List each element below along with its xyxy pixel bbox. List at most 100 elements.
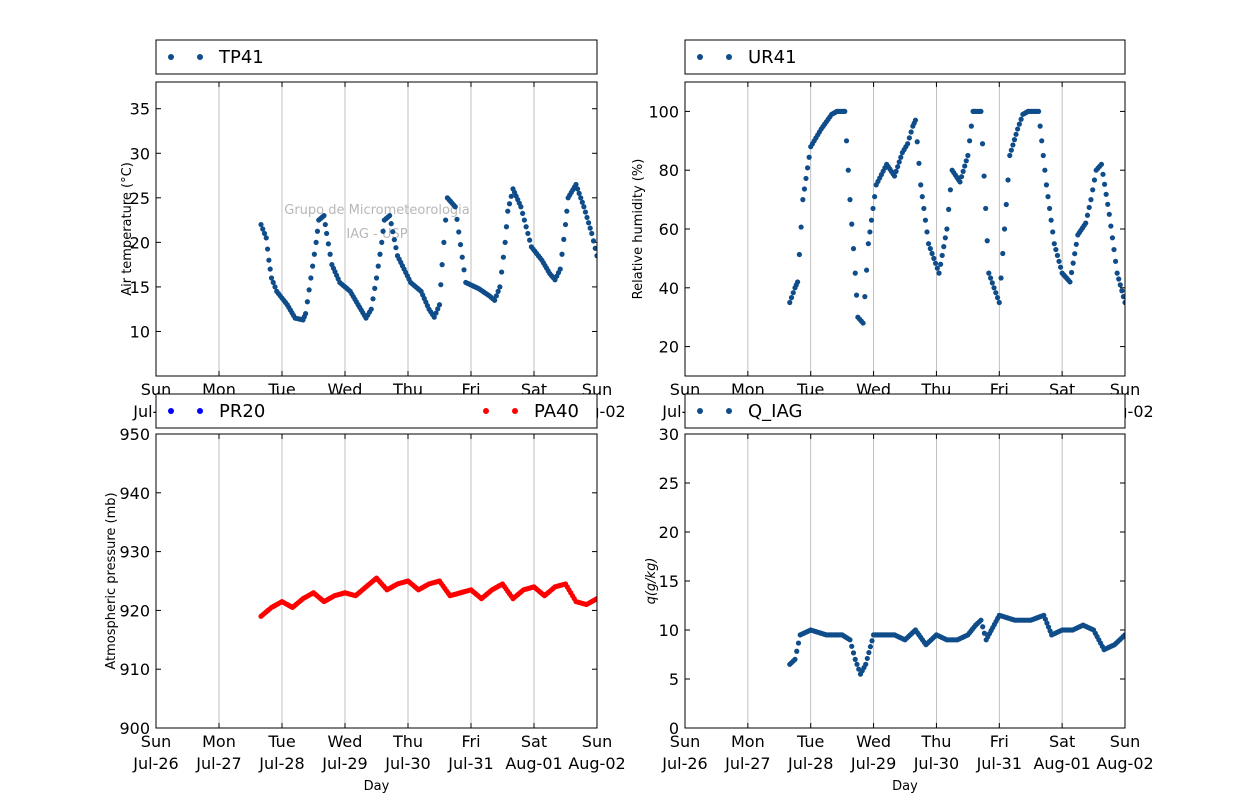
data-point	[1008, 147, 1014, 153]
y-tick-label: 40	[659, 279, 679, 298]
x-tick-label-date: Jul-29	[850, 754, 896, 773]
x-tick-label-date: Jul-28	[258, 754, 304, 773]
data-point	[373, 275, 380, 281]
data-point	[1013, 131, 1019, 137]
data-point	[1010, 142, 1016, 148]
data-point	[1000, 250, 1006, 257]
data-point	[270, 279, 276, 286]
data-point	[493, 293, 499, 299]
x-axis-label: Day	[892, 779, 918, 794]
data-point	[795, 279, 801, 285]
series-points	[787, 612, 1125, 677]
data-point	[854, 661, 860, 667]
x-tick-label-day: Mon	[202, 732, 236, 751]
data-point	[891, 173, 898, 179]
data-point	[895, 164, 901, 170]
data-point	[436, 302, 443, 308]
data-point	[438, 282, 444, 288]
data-point	[387, 213, 393, 219]
data-point	[258, 221, 264, 228]
data-point	[321, 213, 327, 219]
data-point	[372, 285, 378, 291]
y-tick-label: 80	[659, 161, 679, 180]
data-point	[559, 251, 565, 257]
data-point	[594, 596, 597, 602]
data-point	[306, 287, 312, 293]
data-point	[587, 225, 593, 231]
y-tick-label: 940	[119, 484, 150, 503]
x-tick-label-day: Mon	[731, 732, 765, 751]
data-point	[796, 251, 802, 258]
data-point	[1003, 201, 1009, 208]
data-point	[303, 311, 309, 317]
data-point	[968, 123, 974, 129]
data-point	[934, 265, 940, 271]
data-point	[941, 244, 947, 250]
x-tick-label-date: Aug-02	[568, 754, 625, 773]
x-tick-label-date: Aug-01	[1033, 754, 1090, 773]
data-point	[843, 138, 850, 144]
y-tick-label: 100	[648, 102, 679, 121]
data-point	[919, 194, 925, 200]
x-tick-label-day: Sat	[521, 732, 547, 751]
data-point	[375, 263, 381, 269]
data-point	[573, 181, 579, 188]
data-point	[1001, 226, 1008, 232]
legend-marker	[197, 54, 203, 60]
data-point	[921, 205, 927, 212]
y-tick-label: 5	[669, 670, 679, 689]
data-point	[867, 644, 874, 650]
data-point	[268, 275, 275, 281]
legend-box	[684, 39, 1126, 75]
data-point	[506, 201, 513, 207]
data-point	[314, 228, 321, 234]
data-point	[862, 294, 868, 300]
data-point	[1109, 235, 1116, 241]
data-point	[932, 260, 939, 266]
data-point	[520, 210, 526, 217]
data-point	[1007, 152, 1013, 159]
data-point	[872, 194, 878, 200]
x-tick-label-date: Jul-27	[724, 754, 770, 773]
data-point	[1122, 299, 1125, 306]
data-point	[590, 238, 597, 244]
data-point	[980, 624, 986, 630]
data-point	[304, 299, 310, 305]
y-axis-label: Air temperature (°C)	[120, 162, 135, 296]
data-point	[492, 297, 498, 303]
legend-marker	[512, 408, 518, 414]
y-tick-label: 25	[659, 474, 679, 493]
data-point	[1042, 167, 1048, 173]
series-points	[258, 181, 597, 323]
legend-box	[684, 393, 1126, 429]
data-point	[327, 251, 333, 257]
data-point	[561, 236, 567, 242]
data-point	[936, 270, 942, 276]
data-point	[1116, 276, 1122, 282]
data-point	[946, 206, 952, 212]
x-tick-label-day: Wed	[856, 732, 891, 751]
data-point	[845, 167, 851, 173]
y-tick-label: 30	[659, 425, 679, 444]
legend-marker	[168, 54, 174, 60]
plot-frame	[155, 433, 598, 729]
legend-marker	[726, 54, 732, 60]
data-point	[1051, 241, 1057, 247]
data-point	[1053, 246, 1059, 253]
y-tick-label: 0	[669, 719, 679, 738]
data-point	[991, 285, 997, 291]
legend-marker	[483, 408, 489, 414]
data-point	[798, 224, 804, 230]
panel-pressure: Sun Jul-26 Mon Jul-27 Tue Jul-28 Wed Jul-29 Thu J…	[104, 425, 626, 794]
y-tick-label: 25	[130, 189, 150, 208]
data-point	[983, 205, 989, 212]
legend-label-tp41: TP41	[218, 47, 264, 68]
y-tick-label: 910	[119, 660, 150, 679]
data-point	[931, 255, 937, 261]
data-point	[393, 245, 399, 251]
data-point	[380, 228, 386, 234]
data-point	[850, 650, 857, 656]
data-point	[461, 267, 467, 273]
data-point	[998, 275, 1004, 281]
data-point	[267, 266, 273, 272]
